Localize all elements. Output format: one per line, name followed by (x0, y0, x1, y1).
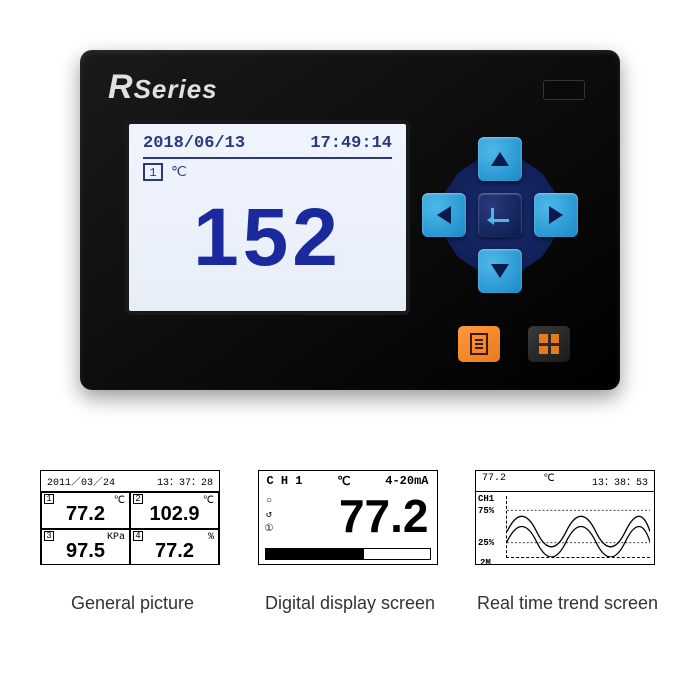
thumb-general-label: General picture (40, 593, 225, 614)
t3-chart (506, 496, 650, 558)
thumb-trend: 77.2 ℃ 13：38：53 CH1 75% 25% 2M (475, 470, 660, 614)
enter-button[interactable] (478, 193, 522, 237)
page-icon (470, 333, 488, 355)
t2-bar-fill (266, 549, 364, 559)
brand-prefix: R (108, 68, 134, 106)
t2-signal: 4-20mA (385, 474, 428, 489)
t3-time: 13：38：53 (592, 473, 648, 489)
right-button[interactable] (534, 193, 578, 237)
thumb-trend-label: Real time trend screen (475, 593, 660, 614)
lcd-subheader: 1 ℃ (143, 163, 392, 181)
thumbnail-row: 2011／03／24 13：37：28 1 ℃ 77.2 2 ℃ 102.9 3… (40, 470, 660, 614)
t3-body: CH1 75% 25% 2M (476, 492, 654, 565)
t3-ylo: 25% (478, 538, 494, 548)
lcd-date: 2018/06/13 (143, 134, 245, 153)
left-arrow-icon (437, 206, 451, 224)
brand-label: RSeries (108, 68, 602, 107)
lcd-screen: 2018/06/13 17:49:14 1 ℃ 152 (125, 120, 410, 315)
dpad (430, 145, 570, 285)
lcd-header: 2018/06/13 17:49:14 (143, 134, 392, 159)
status-led (543, 80, 585, 100)
function-buttons (458, 326, 570, 362)
t1-cell-1: 1 ℃ 77.2 (41, 492, 130, 529)
lcd-channel: 1 (143, 163, 163, 181)
thumb-digital: C H 1 ℃ 4-20mA ○↺① 77.2 Digital display … (258, 470, 443, 614)
t1-cell-2: 2 ℃ 102.9 (130, 492, 219, 529)
thumb-general: 2011／03／24 13：37：28 1 ℃ 77.2 2 ℃ 102.9 3… (40, 470, 225, 614)
page-button[interactable] (458, 326, 500, 362)
thumb-trend-img: 77.2 ℃ 13：38：53 CH1 75% 25% 2M (475, 470, 655, 565)
up-button[interactable] (478, 137, 522, 181)
right-arrow-icon (549, 206, 563, 224)
device-panel: RSeries 2018/06/13 17:49:14 1 ℃ 152 (80, 50, 620, 390)
thumb-digital-label: Digital display screen (258, 593, 443, 614)
trend-svg (507, 496, 650, 557)
t1-cell-4: 4 % 77.2 (130, 529, 219, 565)
t1-date: 2011／03／24 (47, 473, 115, 489)
t2-bar (265, 548, 431, 560)
down-button[interactable] (478, 249, 522, 293)
thumb-general-img: 2011／03／24 13：37：28 1 ℃ 77.2 2 ℃ 102.9 3… (40, 470, 220, 565)
left-button[interactable] (422, 193, 466, 237)
t3-yhi: 75% (478, 506, 494, 516)
lcd-time: 17:49:14 (310, 134, 392, 153)
t1-cell-3: 3 KPa 97.5 (41, 529, 130, 565)
down-arrow-icon (491, 264, 509, 278)
brand-suffix: Series (134, 74, 218, 104)
trend-wave-2 (507, 527, 650, 558)
t2-value: 77.2 (339, 489, 429, 543)
trend-wave-1 (507, 516, 650, 547)
grid-icon (539, 334, 559, 354)
t1-time: 13：37：28 (157, 473, 213, 489)
t3-unit: ℃ (543, 473, 554, 489)
t2-channel: C H 1 (267, 474, 303, 489)
up-arrow-icon (491, 152, 509, 166)
t3-xlab: 2M (480, 558, 491, 565)
lcd-value: 152 (143, 191, 392, 285)
grid-button[interactable] (528, 326, 570, 362)
t3-value: 77.2 (482, 473, 506, 489)
t3-series: CH1 (478, 494, 494, 504)
lcd-unit: ℃ (171, 164, 187, 181)
t2-unit: ℃ (337, 474, 350, 489)
thumb-digital-img: C H 1 ℃ 4-20mA ○↺① 77.2 (258, 470, 438, 565)
enter-icon (491, 208, 509, 222)
t2-status-icons: ○↺① (265, 495, 274, 537)
t1-grid: 1 ℃ 77.2 2 ℃ 102.9 3 KPa 97.5 4 % 77 (41, 492, 219, 565)
